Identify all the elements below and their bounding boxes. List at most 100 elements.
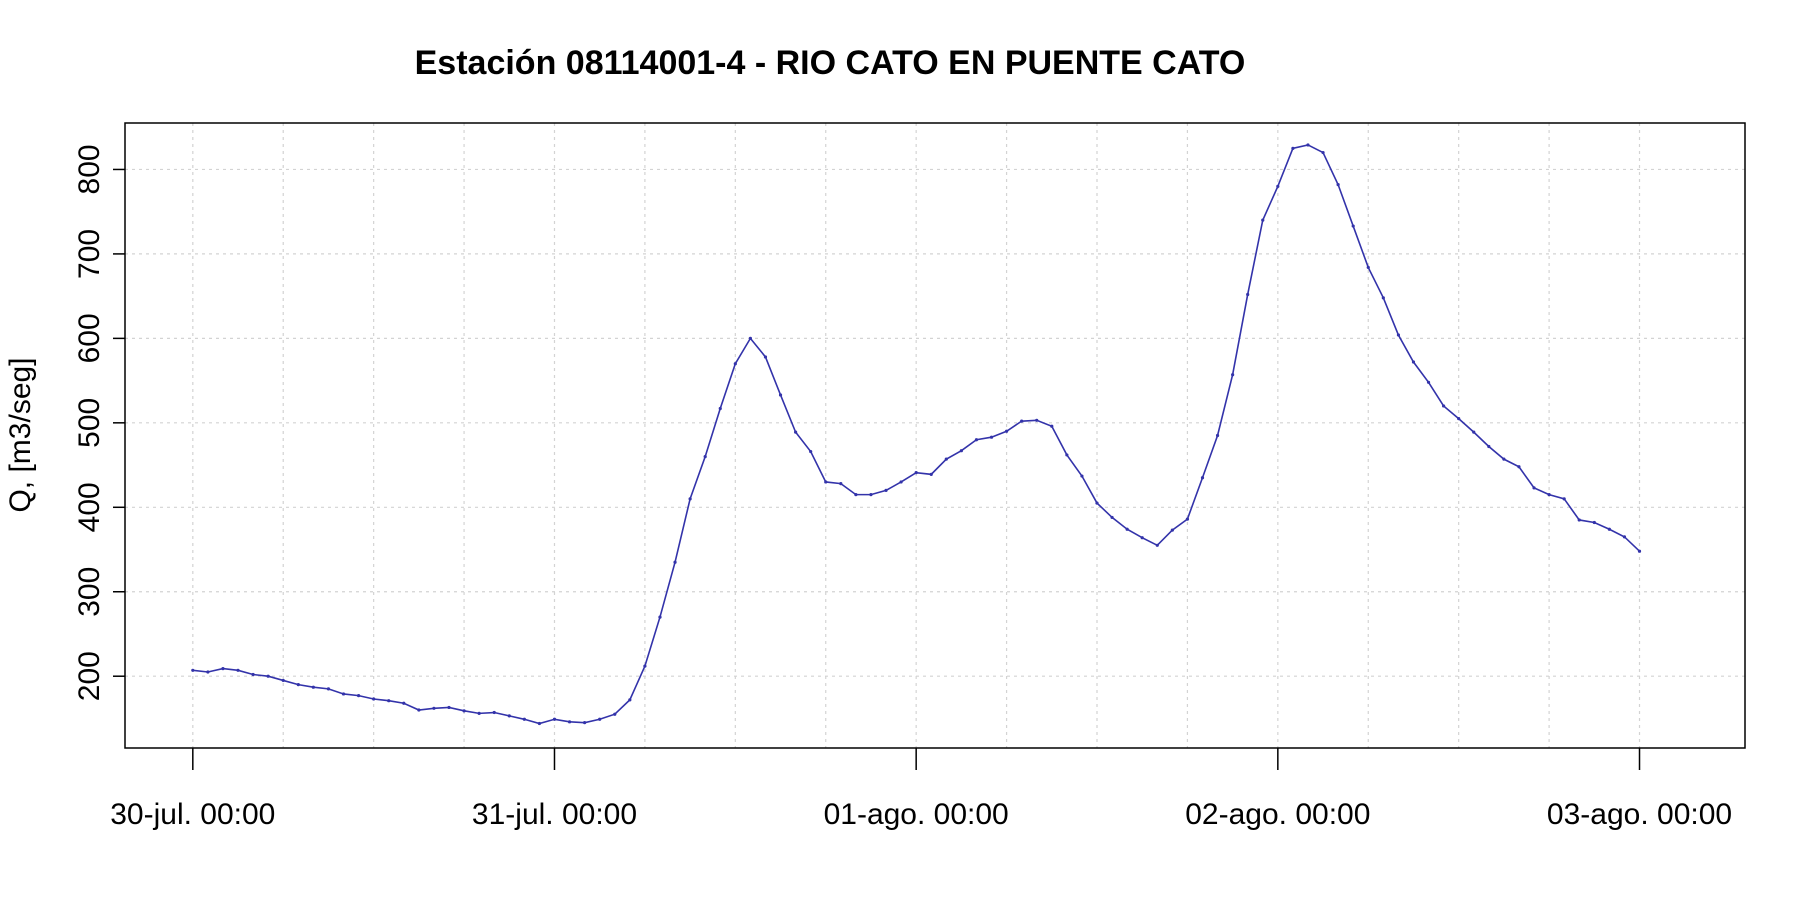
data-point (643, 664, 647, 668)
x-tick-label: 31-jul. 00:00 (472, 798, 637, 831)
data-point (221, 667, 225, 671)
data-point (1306, 143, 1310, 147)
data-point (1215, 433, 1220, 438)
y-tick-label: 200 (73, 651, 106, 701)
data-point (1457, 417, 1461, 421)
data-point (296, 683, 300, 687)
data-point (1562, 497, 1566, 501)
data-point (1336, 183, 1340, 187)
data-point (884, 488, 888, 492)
y-tick-label: 700 (73, 229, 106, 279)
data-point (869, 493, 873, 497)
data-point (522, 717, 526, 721)
data-point (839, 482, 843, 486)
data-point (1442, 404, 1446, 408)
data-point (658, 615, 662, 619)
data-point (899, 480, 903, 484)
data-point (1351, 224, 1355, 228)
data-point (748, 336, 752, 340)
data-point (703, 455, 707, 459)
data-point (974, 438, 979, 442)
data-point (1366, 265, 1370, 270)
data-point (1276, 184, 1280, 188)
data-point (372, 697, 376, 701)
x-tick-label: 02-ago. 00:00 (1185, 798, 1370, 831)
y-tick-label: 500 (73, 398, 106, 448)
data-point (763, 355, 768, 359)
data-point (598, 717, 602, 721)
data-point (959, 449, 963, 453)
data-point (462, 709, 466, 713)
data-point (1487, 444, 1491, 449)
series-layer (191, 143, 1642, 726)
data-point (733, 362, 737, 366)
data-point (432, 706, 436, 710)
data-point (1321, 150, 1325, 155)
data-point (1065, 453, 1069, 457)
data-point (1020, 419, 1024, 423)
data-point (1291, 146, 1295, 150)
data-point (1577, 518, 1581, 522)
plot-frame (124, 122, 1746, 749)
data-point (1547, 493, 1551, 497)
data-point (1170, 528, 1174, 532)
data-point (567, 720, 572, 724)
data-point (914, 471, 918, 475)
data-point (1426, 380, 1431, 384)
data-point (1231, 373, 1235, 377)
data-point (1246, 292, 1250, 297)
data-point (1125, 527, 1129, 531)
y-tick-label: 600 (73, 313, 106, 363)
x-tick-label: 01-ago. 00:00 (824, 798, 1009, 831)
data-point (1532, 486, 1536, 490)
data-point (1517, 465, 1521, 469)
data-point (1155, 543, 1159, 547)
data-point (929, 472, 933, 476)
data-point (824, 480, 828, 484)
data-point (628, 698, 632, 702)
y-axis: 200 300 400 500 600 700 800 (73, 144, 125, 701)
y-tick-label: 800 (73, 144, 106, 194)
data-point (1185, 517, 1190, 521)
data-point (191, 668, 195, 672)
data-point (1261, 218, 1265, 222)
data-point (1637, 549, 1642, 553)
data-point (1140, 536, 1144, 540)
data-point (1004, 429, 1009, 433)
data-point (507, 714, 511, 718)
data-point (447, 705, 451, 710)
data-point (356, 694, 361, 698)
data-point (794, 430, 798, 434)
x-tick-label: 03-ago. 00:00 (1547, 798, 1732, 831)
data-point (778, 393, 783, 397)
data-point (989, 435, 994, 439)
data-point (251, 672, 255, 677)
data-point (1200, 476, 1205, 480)
data-point (1592, 520, 1596, 525)
data-point (206, 670, 210, 674)
data-point (1502, 457, 1506, 461)
data-point (311, 685, 315, 689)
data-point (266, 674, 270, 678)
data-point (718, 406, 722, 411)
data-point (326, 687, 331, 691)
data-point (1110, 515, 1114, 520)
data-point (537, 721, 542, 726)
data-point (1396, 333, 1400, 337)
data-point (1607, 527, 1611, 531)
data-point (1472, 430, 1476, 434)
data-point (1411, 360, 1416, 364)
data-point (402, 701, 406, 705)
grid (125, 123, 1745, 748)
data-point (1080, 474, 1084, 478)
data-point (341, 692, 346, 696)
data-point (236, 668, 240, 672)
data-point (477, 711, 481, 715)
data-point (1381, 296, 1385, 300)
data-point (1035, 418, 1039, 422)
data-point (583, 721, 587, 725)
x-tick-label: 30-jul. 00:00 (110, 798, 275, 831)
y-tick-label: 400 (73, 482, 106, 532)
x-axis: 30-jul. 00:00 31-jul. 00:00 01-ago. 00:00 0… (110, 748, 1732, 831)
